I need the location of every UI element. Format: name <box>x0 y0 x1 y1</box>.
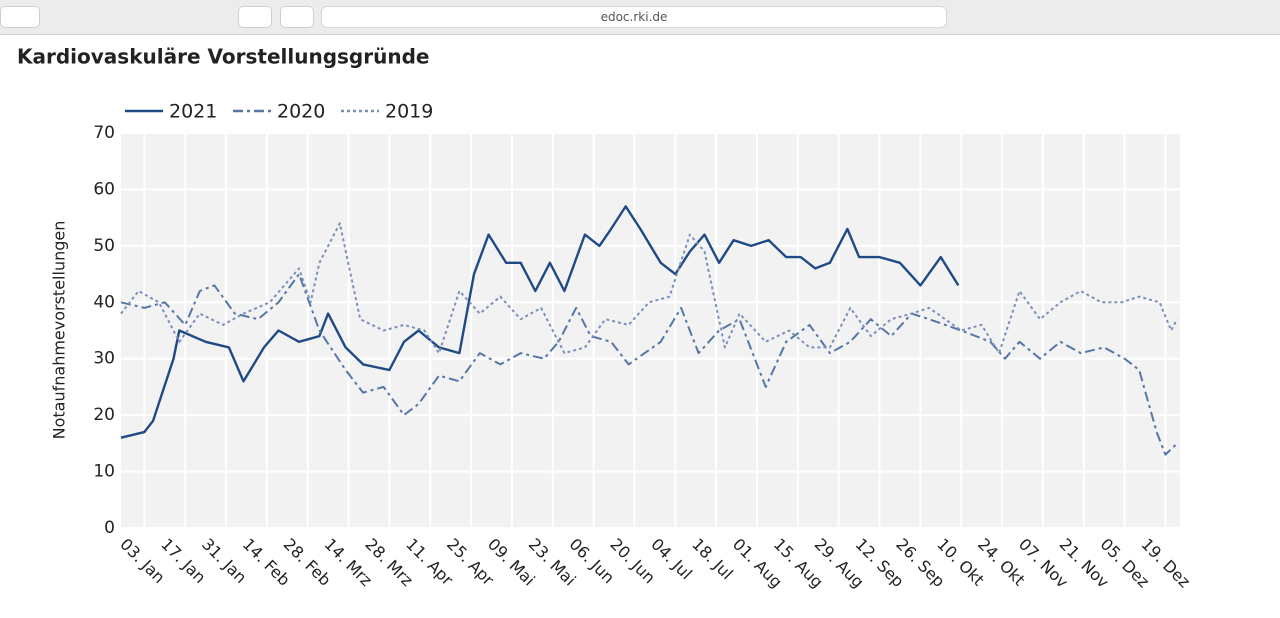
address-bar[interactable]: edoc.rki.de <box>321 6 947 28</box>
series-line <box>120 273 1178 456</box>
extension-button[interactable] <box>238 6 272 28</box>
privacy-button[interactable] <box>280 6 314 28</box>
y-tick-label: 20 <box>93 405 115 425</box>
legend-label: 2021 <box>169 101 217 123</box>
legend-item: 2021 <box>125 101 217 123</box>
plot-background <box>121 133 1180 528</box>
x-tick-label: 31. Jan <box>198 535 250 587</box>
y-tick-label: 0 <box>104 518 115 538</box>
legend-item: 2020 <box>233 101 325 123</box>
legend-item: 2019 <box>341 101 433 123</box>
y-tick-label: 40 <box>93 292 115 312</box>
sidebar-button[interactable] <box>0 6 40 28</box>
x-tick-label: 20. Jun <box>606 535 659 588</box>
url-text: edoc.rki.de <box>600 10 668 24</box>
x-tick-label: 18. Jul <box>688 535 737 584</box>
y-axis-title: Notaufnahmevorstellungen <box>50 221 69 440</box>
series-line <box>120 205 960 439</box>
browser-toolbar: edoc.rki.de <box>0 0 1280 35</box>
chart-title: Kardiovaskuläre Vorstellungsgründe <box>17 45 429 69</box>
x-tick-label: 17. Jan <box>157 535 209 587</box>
y-tick-label: 60 <box>93 179 115 199</box>
y-tick-label: 10 <box>93 462 115 482</box>
legend-label: 2020 <box>277 101 325 123</box>
chart: Kardiovaskuläre Vorstellungsgründe Notau… <box>17 45 1194 592</box>
y-tick-label: 70 <box>93 123 115 143</box>
y-tick-label: 50 <box>93 236 115 256</box>
legend-label: 2019 <box>385 101 433 123</box>
y-tick-label: 30 <box>93 349 115 369</box>
series-line <box>120 222 1178 355</box>
x-tick-label: 03. Jan <box>116 535 168 587</box>
